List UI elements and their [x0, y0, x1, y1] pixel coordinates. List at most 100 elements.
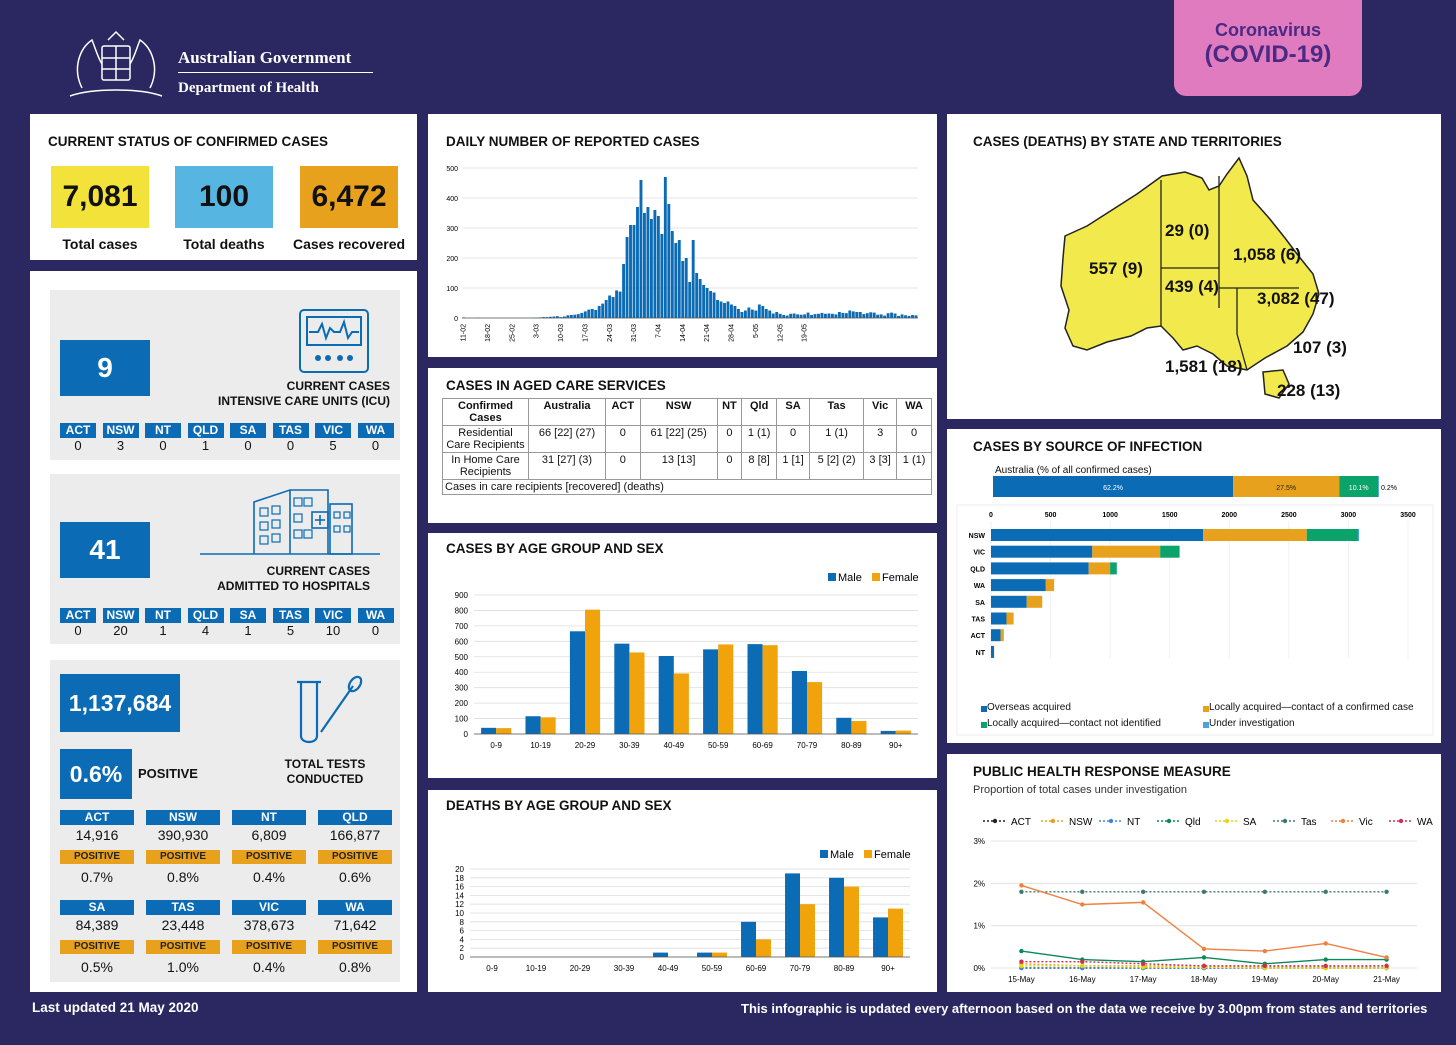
x-tick-label: 2000	[1221, 512, 1237, 519]
bar-female	[673, 673, 689, 734]
tests-state-nsw: NSW	[146, 810, 220, 825]
aus-pct-segment	[1378, 476, 1379, 497]
y-tick-label: 600	[455, 637, 469, 646]
category-label: SA	[975, 600, 985, 607]
table-cell: 1 [1]	[775, 452, 811, 480]
x-tick-label: 50-59	[702, 964, 723, 973]
daily-bar	[580, 312, 584, 318]
category-label: ACT	[971, 633, 986, 640]
series-point	[1019, 883, 1024, 888]
australia-map: 557 (9) 29 (0) 1,058 (6) 439 (4) 3,082 (…	[1060, 156, 1347, 400]
daily-bar	[663, 177, 667, 318]
tests-count-vic: 378,673	[243, 917, 295, 933]
x-tick-label: 60-69	[752, 741, 773, 750]
daily-bar	[730, 304, 733, 318]
x-tick-label: 50-59	[708, 741, 729, 750]
tasmania-shape	[1262, 369, 1290, 399]
daily-bar	[907, 315, 911, 318]
legend-label: Overseas acquired	[987, 702, 1071, 713]
aged-col-header: Australia	[528, 398, 606, 426]
series-point	[1019, 963, 1024, 969]
total-cases-label: Total cases	[62, 236, 138, 252]
daily-panel: DAILY NUMBER OF REPORTED CASES 0 100 200 30…	[428, 114, 937, 357]
bar-female	[895, 730, 911, 734]
daily-bar	[879, 314, 883, 318]
source-bar	[1026, 595, 1043, 608]
state-value-nsw: 3	[116, 438, 125, 453]
heart-monitor-icon	[299, 309, 369, 373]
daily-bar	[566, 315, 570, 318]
positive-tag: POSITIVE	[318, 940, 392, 954]
y-tick-label: 400	[455, 668, 469, 677]
daily-bar	[869, 312, 873, 318]
x-tick-label: 0-9	[486, 964, 498, 973]
bar-male	[747, 644, 763, 734]
source-bar	[1203, 529, 1307, 541]
positive-pct-act: 0.7%	[81, 869, 113, 885]
daily-bar	[604, 300, 608, 318]
y-tick-label: 2	[460, 944, 465, 953]
daily-bar	[792, 313, 796, 318]
x-tick-label: 80-89	[834, 964, 855, 973]
daily-bar	[590, 309, 594, 318]
y-tick-label: 0	[460, 953, 465, 962]
bar-female	[629, 652, 645, 734]
gov-name: Australian Government	[178, 48, 352, 67]
daily-bar	[674, 243, 678, 318]
phr-subtitle: Proportion of total cases under investig…	[973, 784, 1188, 796]
x-tick-label: 80-89	[841, 741, 862, 750]
age-deaths-panel: DEATHS BY AGE GROUP AND SEX 0 2 4 6 8 10 12 14 1…	[428, 790, 937, 992]
series-point	[1140, 900, 1146, 905]
y-tick-label: 3%	[973, 837, 985, 846]
source-bar	[991, 629, 1001, 642]
daily-bar	[893, 313, 897, 318]
legend-label: Under investigation	[1209, 718, 1295, 729]
hospital-label1: CURRENT CASES	[266, 564, 370, 578]
daily-bar	[716, 300, 719, 318]
bar-male	[880, 730, 896, 734]
series-point	[1201, 963, 1207, 969]
map-panel: CASES (DEATHS) BY STATE AND TERRITORIES …	[947, 114, 1441, 419]
positive-tag: POSITIVE	[60, 850, 134, 864]
bar-male	[653, 952, 668, 957]
bar-female	[496, 728, 512, 734]
y-tick-label: 400	[446, 196, 458, 203]
x-tick-label: 11-02	[461, 324, 468, 341]
daily-bar	[851, 311, 855, 318]
legend-label: Male	[838, 572, 862, 584]
y-tick-label: 2%	[973, 879, 985, 888]
table-cell: 3 [3]	[863, 452, 898, 480]
x-tick-label: 30-39	[619, 741, 640, 750]
table-cell: 0	[716, 452, 743, 480]
category-label: NT	[976, 650, 986, 657]
state-value-vic: 5	[329, 438, 337, 453]
positive-pct-wa: 0.8%	[339, 959, 371, 975]
daily-bar	[799, 314, 803, 318]
x-tick-label: 2500	[1281, 512, 1297, 519]
daily-bar	[660, 234, 664, 318]
tests-count-nt: 6,809	[251, 827, 287, 843]
badge-line1: Coronavirus	[1214, 20, 1322, 40]
daily-bar	[900, 314, 904, 318]
aged-col-header: NT	[716, 398, 743, 426]
legend-marker	[992, 818, 998, 824]
daily-bar	[549, 316, 552, 318]
y-tick-label: 700	[455, 622, 469, 631]
positive-label: POSITIVE	[138, 766, 198, 781]
daily-bar	[764, 309, 768, 318]
daily-bar	[841, 312, 845, 318]
daily-title: DAILY NUMBER OF REPORTED CASES	[446, 134, 700, 149]
daily-bar	[768, 310, 772, 318]
table-cell: 0	[604, 452, 641, 480]
phr-line-chart: 0% 1% 2% 3% 15-May 16-May 17-May 18-May 19-May 20…	[973, 817, 1433, 984]
category-label: QLD	[970, 566, 985, 573]
state-label-wa: WA	[357, 608, 394, 623]
series-point	[1019, 948, 1024, 954]
age-cases-panel: CASES BY AGE GROUP AND SEX 0 100 200 300 400…	[428, 533, 937, 778]
daily-bar	[632, 225, 636, 318]
x-tick-label: 15-May	[1008, 975, 1035, 984]
total-tests-value: 1,137,684	[60, 674, 180, 732]
daily-bar	[813, 314, 817, 318]
x-tick-label: 70-79	[790, 964, 811, 973]
daily-bar	[583, 311, 587, 318]
